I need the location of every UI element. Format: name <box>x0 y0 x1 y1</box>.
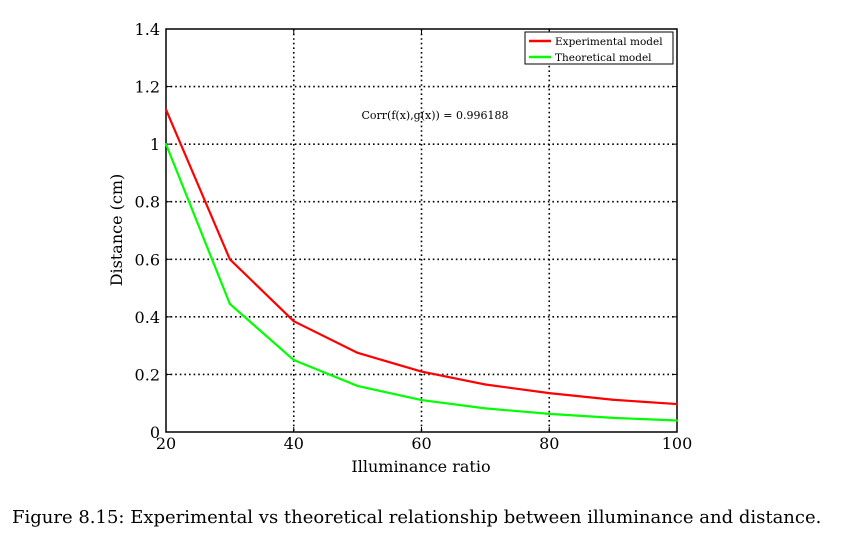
data-point <box>356 351 359 354</box>
data-point <box>292 358 295 362</box>
data-point <box>675 402 679 406</box>
legend-label: Theoretical model <box>555 52 652 64</box>
data-point <box>228 258 231 261</box>
y-tick-label: 0 <box>150 423 160 442</box>
x-tick-label: 60 <box>411 434 431 453</box>
correlation-annotation: Corr(f(x),g(x)) = 0.996188 <box>361 109 508 122</box>
grid-lines <box>166 29 677 432</box>
data-point <box>164 143 168 146</box>
y-tick-label: 1 <box>150 135 160 154</box>
x-tick-label: 40 <box>284 434 304 453</box>
legend-label: Experimental model <box>555 36 663 48</box>
data-point <box>420 398 423 402</box>
axis-ticks: 20 40 60 80 100 0 0.2 0.4 0.6 0.8 1 1.2 1.4 <box>135 20 693 453</box>
data-point <box>292 320 295 323</box>
legend-box <box>524 31 674 65</box>
x-tick-label: 20 <box>156 434 176 453</box>
data-point <box>548 412 551 415</box>
data-point <box>164 108 168 111</box>
data-point <box>675 419 679 422</box>
data-point <box>228 302 231 306</box>
data-point <box>420 370 423 373</box>
y-tick-label: 1.2 <box>135 78 160 97</box>
data-point <box>548 392 551 395</box>
figure-caption: Figure 8.15: Experimental vs theoretical… <box>12 507 822 528</box>
y-tick-label: 0.2 <box>135 365 160 384</box>
y-tick-label: 0.8 <box>135 193 160 212</box>
x-axis-label: Illuminance ratio <box>351 457 490 476</box>
legend: Experimental model Theoretical model <box>524 31 674 65</box>
data-point <box>484 407 487 410</box>
y-tick-label: 0.4 <box>135 308 160 327</box>
data-point <box>612 398 615 401</box>
data-point <box>356 384 359 388</box>
y-tick-label: 1.4 <box>135 20 160 39</box>
x-tick-label: 80 <box>539 434 559 453</box>
series-lines <box>164 108 679 422</box>
x-tick-label: 100 <box>662 434 693 453</box>
y-axis-label: Distance (cm) <box>107 174 126 287</box>
data-point <box>484 383 487 386</box>
y-tick-label: 0.6 <box>135 250 160 269</box>
data-point <box>612 416 615 419</box>
